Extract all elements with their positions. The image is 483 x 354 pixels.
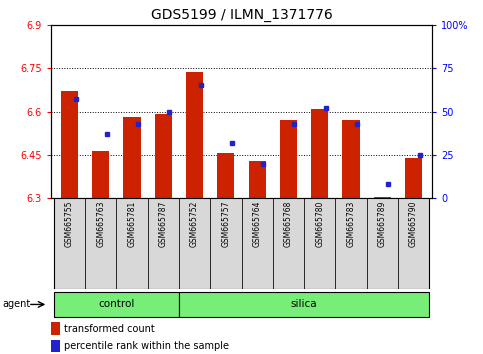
Bar (51, 322, 60, 335)
Text: agent: agent (2, 299, 31, 309)
Bar (155, 114, 172, 198)
Text: GSM665764: GSM665764 (253, 201, 262, 247)
Text: transformed count: transformed count (64, 324, 155, 333)
Title: GDS5199 / ILMN_1371776: GDS5199 / ILMN_1371776 (151, 8, 332, 22)
Text: GSM665787: GSM665787 (159, 201, 168, 247)
Text: control: control (98, 299, 135, 309)
Bar (85, 198, 116, 289)
Bar (54, 198, 85, 289)
Bar (179, 292, 429, 317)
Text: GSM665752: GSM665752 (190, 201, 199, 247)
Bar (398, 198, 429, 289)
Bar (280, 120, 297, 198)
Text: GSM665768: GSM665768 (284, 201, 293, 247)
Bar (61, 91, 78, 198)
Bar (186, 73, 203, 198)
Bar (374, 197, 391, 198)
Bar (179, 198, 210, 289)
Bar (249, 161, 266, 198)
Text: GSM665783: GSM665783 (346, 201, 355, 247)
Bar (242, 198, 273, 289)
Text: percentile rank within the sample: percentile rank within the sample (64, 341, 229, 351)
Bar (116, 198, 148, 289)
Bar (124, 117, 141, 198)
Text: GSM665755: GSM665755 (65, 201, 74, 247)
Bar (342, 120, 359, 198)
Bar (54, 292, 179, 317)
Text: GSM665757: GSM665757 (221, 201, 230, 247)
Bar (273, 198, 304, 289)
Bar (92, 150, 109, 198)
Text: GSM665789: GSM665789 (378, 201, 387, 247)
Text: GSM665781: GSM665781 (128, 201, 137, 247)
Bar (51, 340, 60, 352)
Bar (311, 109, 328, 198)
Bar (405, 158, 422, 198)
Bar (335, 198, 367, 289)
Text: GSM665763: GSM665763 (96, 201, 105, 247)
Bar (367, 198, 398, 289)
Text: GSM665790: GSM665790 (409, 201, 418, 247)
Text: GSM665780: GSM665780 (315, 201, 324, 247)
Bar (148, 198, 179, 289)
Bar (217, 153, 234, 198)
Bar (210, 198, 242, 289)
Bar (304, 198, 335, 289)
Text: silica: silica (291, 299, 317, 309)
